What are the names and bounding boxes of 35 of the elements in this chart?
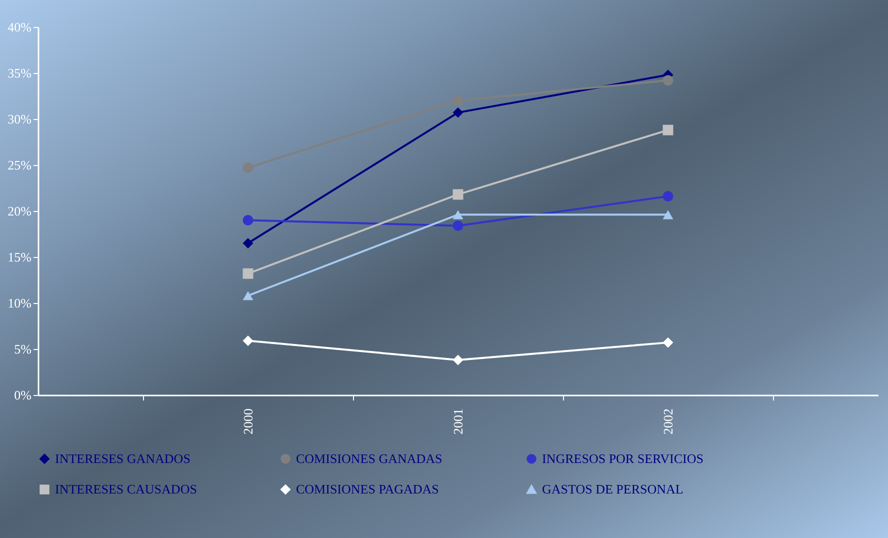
y-tick-label: 0% xyxy=(14,388,32,402)
x-tick-label: 2001 xyxy=(450,408,466,434)
y-tick-label: 35% xyxy=(8,66,32,80)
point xyxy=(662,210,674,220)
legend-label: INTERESES CAUSADOS xyxy=(55,482,197,496)
x-tick-label: 2000 xyxy=(240,408,256,434)
legend-label: INTERESES GANADOS xyxy=(55,450,190,466)
y-tick-label: 25% xyxy=(8,158,32,172)
point xyxy=(662,124,674,136)
point xyxy=(452,220,464,231)
legend-label: COMISIONES PAGADAS xyxy=(296,482,439,496)
y-tick-label: 10% xyxy=(8,296,32,310)
point xyxy=(452,107,464,118)
y-tick-label: 30% xyxy=(8,112,32,126)
point xyxy=(242,238,254,248)
legend-label: GASTOS DE PERSONAL xyxy=(542,482,684,496)
y-tick-label: 15% xyxy=(8,250,32,264)
point xyxy=(242,214,254,226)
x-tick-label: 2002 xyxy=(660,408,676,434)
point xyxy=(452,354,464,366)
legend-label: INGRESOS POR SERVICIOS xyxy=(542,450,704,466)
y-tick-label: 40% xyxy=(8,20,32,34)
point xyxy=(242,335,254,346)
legend-label: COMISIONES GANADAS xyxy=(296,450,442,466)
point xyxy=(452,210,464,220)
point xyxy=(242,291,254,300)
point xyxy=(662,191,674,202)
point xyxy=(242,268,254,279)
point xyxy=(452,95,464,106)
y-tick-label: 20% xyxy=(8,204,32,218)
point xyxy=(452,189,464,200)
y-tick-label: 5% xyxy=(14,342,32,356)
point xyxy=(662,337,674,348)
point xyxy=(662,75,674,86)
point xyxy=(242,162,254,173)
